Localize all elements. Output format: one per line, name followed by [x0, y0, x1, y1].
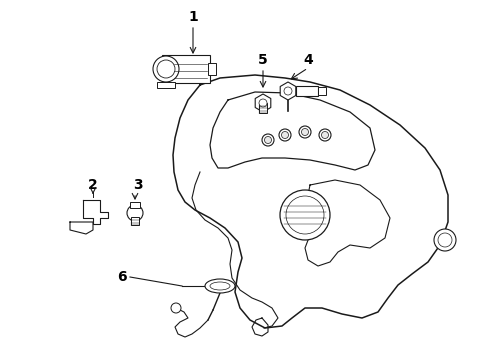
Circle shape [279, 129, 291, 141]
Bar [259, 103, 267, 113]
Text: 3: 3 [133, 178, 143, 192]
Circle shape [301, 129, 309, 135]
Bar [162, 55, 210, 83]
Circle shape [299, 126, 311, 138]
Circle shape [438, 233, 452, 247]
Polygon shape [305, 180, 390, 266]
Circle shape [280, 190, 330, 240]
Circle shape [153, 56, 179, 82]
Circle shape [319, 129, 331, 141]
Circle shape [434, 229, 456, 251]
Bar [130, 202, 140, 208]
Bar [318, 87, 326, 95]
Circle shape [284, 87, 292, 95]
Bar [296, 86, 318, 96]
Circle shape [157, 60, 175, 78]
Polygon shape [70, 222, 93, 234]
Polygon shape [210, 92, 375, 170]
Bar [131, 217, 139, 225]
Polygon shape [280, 82, 296, 100]
Ellipse shape [210, 282, 230, 290]
Ellipse shape [205, 279, 235, 293]
Circle shape [259, 99, 267, 107]
Circle shape [262, 134, 274, 146]
Text: 1: 1 [188, 10, 198, 24]
Polygon shape [83, 200, 108, 224]
Circle shape [265, 136, 271, 144]
Circle shape [321, 131, 328, 139]
Circle shape [286, 196, 324, 234]
Polygon shape [173, 75, 448, 328]
Text: 2: 2 [88, 178, 98, 192]
Circle shape [281, 131, 289, 139]
Circle shape [127, 205, 143, 221]
Text: 6: 6 [117, 270, 127, 284]
Text: 4: 4 [303, 53, 313, 67]
Bar [208, 63, 216, 75]
Circle shape [171, 303, 181, 313]
Text: 5: 5 [258, 53, 268, 67]
Polygon shape [255, 94, 271, 112]
Bar [157, 82, 175, 88]
